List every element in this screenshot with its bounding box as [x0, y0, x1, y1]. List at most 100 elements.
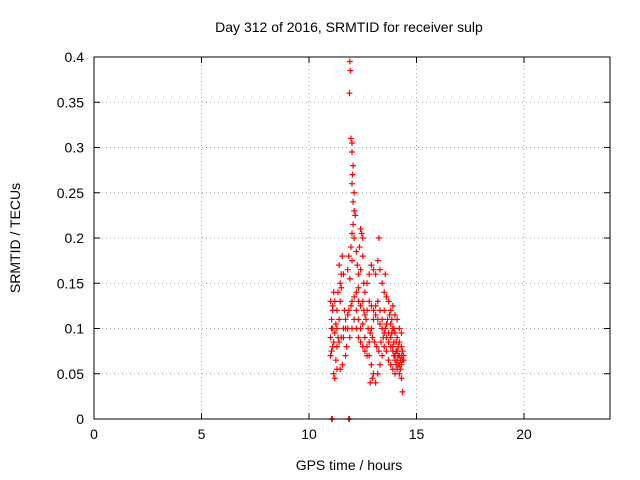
data-point	[358, 230, 365, 237]
data-point	[364, 352, 371, 359]
data-point	[333, 343, 340, 350]
data-point	[359, 298, 366, 305]
data-point	[370, 316, 377, 323]
data-point	[342, 352, 349, 359]
data-point	[359, 253, 366, 260]
data-point	[393, 361, 400, 368]
x-tick-label: 20	[516, 426, 532, 442]
data-point	[355, 271, 362, 278]
data-point	[366, 339, 373, 346]
data-point	[399, 357, 406, 364]
x-tick-label: 10	[301, 426, 317, 442]
data-point	[356, 244, 363, 251]
y-axis-label: SRMTID / TECUs	[7, 183, 23, 293]
data-point	[382, 325, 389, 332]
data-point	[385, 357, 392, 364]
data-point	[361, 289, 368, 296]
data-point	[336, 262, 343, 269]
data-point	[376, 266, 383, 273]
data-point	[364, 280, 371, 287]
data-point	[333, 325, 340, 332]
data-point	[353, 289, 360, 296]
data-point	[396, 325, 403, 332]
data-point	[357, 339, 364, 346]
data-point	[331, 330, 338, 337]
data-point	[354, 262, 361, 269]
y-tick-label: 0.25	[57, 185, 84, 201]
data-point	[399, 388, 406, 395]
data-point	[367, 379, 374, 386]
data-point	[381, 343, 388, 350]
data-point	[347, 67, 354, 74]
data-point	[396, 370, 403, 377]
data-point	[383, 348, 390, 355]
data-point	[346, 334, 353, 341]
data-point	[387, 307, 394, 314]
data-point	[347, 244, 354, 251]
data-point	[372, 302, 379, 309]
data-point	[359, 343, 366, 350]
data-point	[346, 275, 353, 282]
data-point	[383, 320, 390, 327]
data-point	[351, 189, 358, 196]
data-point	[362, 316, 369, 323]
data-point	[381, 289, 388, 296]
data-point	[388, 316, 395, 323]
data-point	[350, 162, 357, 169]
data-point	[335, 289, 342, 296]
data-point	[379, 316, 386, 323]
data-point	[361, 311, 368, 318]
x-tick-label: 5	[198, 426, 206, 442]
data-point	[351, 207, 358, 214]
data-points	[327, 58, 407, 422]
data-point	[347, 135, 354, 142]
data-point	[361, 348, 368, 355]
data-point	[355, 334, 362, 341]
data-point	[369, 334, 376, 341]
data-point	[355, 284, 362, 291]
data-point	[394, 316, 401, 323]
data-point	[349, 139, 355, 146]
data-point	[383, 293, 390, 300]
data-point	[385, 298, 392, 305]
data-point	[370, 266, 377, 273]
y-tick-label: 0.1	[65, 321, 85, 337]
data-point	[330, 370, 337, 377]
data-point	[346, 58, 353, 65]
data-point	[351, 235, 358, 241]
data-point	[376, 320, 383, 327]
data-point	[343, 343, 350, 350]
data-point	[336, 339, 343, 346]
data-point	[387, 361, 394, 368]
data-point	[328, 316, 335, 323]
y-tick-label: 0.3	[65, 140, 85, 156]
data-point	[349, 180, 355, 187]
y-tick-label: 0.15	[57, 275, 84, 291]
data-point	[398, 375, 405, 382]
data-point	[337, 280, 344, 287]
data-point	[329, 302, 336, 309]
data-point	[344, 266, 351, 273]
data-point	[337, 298, 344, 305]
tick-labels: 0 5 10 15 20 0 0.05 0.1 0.15 0.2 0.25 0.3 0.35 0.4	[57, 49, 532, 442]
data-point	[393, 339, 400, 346]
data-point	[332, 320, 339, 327]
data-point	[385, 339, 392, 346]
x-axis-label: GPS time / hours	[296, 457, 403, 473]
data-point	[392, 311, 398, 318]
data-point	[380, 334, 387, 341]
data-point	[360, 307, 367, 314]
data-point	[332, 357, 339, 364]
data-point	[375, 235, 382, 241]
y-tick-label: 0.05	[57, 366, 84, 382]
data-point	[349, 230, 355, 237]
data-point	[397, 366, 404, 373]
data-point	[344, 311, 351, 318]
data-point	[353, 325, 360, 332]
data-point	[373, 343, 380, 350]
data-point	[386, 311, 393, 318]
data-point	[328, 348, 335, 355]
data-point	[395, 343, 402, 350]
